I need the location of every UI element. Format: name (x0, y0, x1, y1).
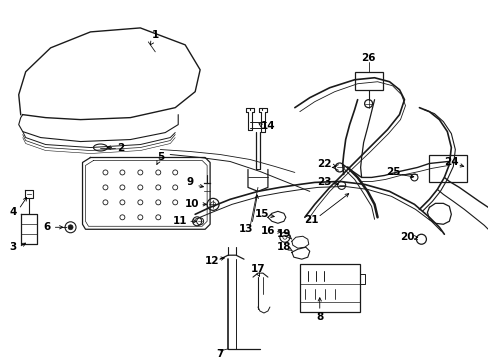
Text: 22: 22 (317, 159, 331, 170)
Text: 17: 17 (250, 264, 264, 274)
Text: 15: 15 (254, 209, 268, 219)
Text: 10: 10 (184, 199, 199, 210)
Text: 13: 13 (238, 224, 253, 234)
Text: 26: 26 (361, 53, 375, 63)
Text: 1: 1 (151, 30, 159, 40)
Text: 6: 6 (43, 222, 50, 232)
Text: 21: 21 (304, 215, 318, 225)
Text: 12: 12 (204, 256, 219, 266)
Text: 4: 4 (9, 207, 17, 217)
Text: 7: 7 (216, 349, 224, 359)
Text: 5: 5 (157, 153, 164, 162)
Bar (299, 264, 359, 312)
Text: 9: 9 (186, 177, 193, 188)
Text: 3: 3 (9, 242, 16, 252)
Bar (428, 154, 467, 183)
Text: 8: 8 (315, 312, 323, 322)
Text: 19: 19 (276, 229, 290, 239)
Circle shape (68, 225, 73, 230)
Text: 2: 2 (117, 143, 124, 153)
Text: 24: 24 (443, 157, 458, 167)
Text: 14: 14 (260, 121, 275, 131)
Text: 11: 11 (173, 216, 187, 226)
Text: 23: 23 (317, 177, 331, 188)
Text: 25: 25 (386, 167, 400, 177)
Text: 20: 20 (399, 232, 414, 242)
Text: 16: 16 (260, 226, 275, 236)
Bar (354, 72, 382, 90)
Text: 18: 18 (276, 242, 290, 252)
